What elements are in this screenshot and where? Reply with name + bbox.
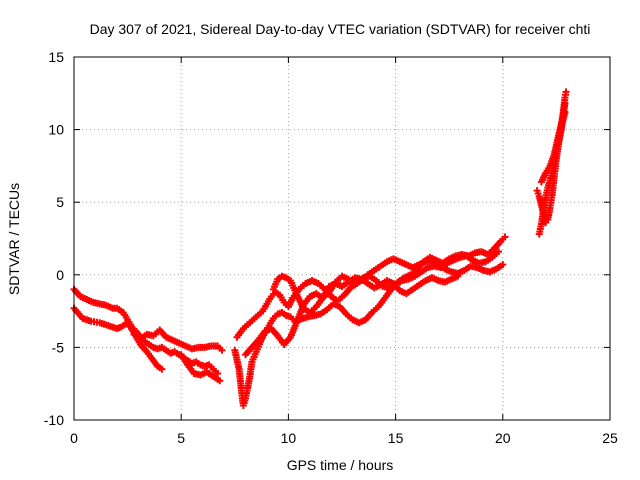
series-7 bbox=[242, 255, 507, 359]
x-tick-label: 25 bbox=[602, 430, 618, 446]
y-tick-label: 15 bbox=[48, 49, 64, 65]
x-tick-label: 15 bbox=[388, 430, 404, 446]
x-tick-label: 5 bbox=[177, 430, 185, 446]
series-8 bbox=[269, 272, 462, 317]
data-point bbox=[561, 99, 569, 107]
plot-frame bbox=[73, 56, 611, 421]
data-point bbox=[495, 248, 503, 256]
x-tick-label: 20 bbox=[495, 430, 511, 446]
series-3 bbox=[130, 326, 226, 354]
data-point bbox=[454, 272, 462, 280]
series-4 bbox=[177, 351, 224, 385]
series-1 bbox=[70, 285, 222, 378]
y-tick-label: -5 bbox=[52, 339, 65, 355]
axis-ticks: 0 5 10 15 20 25 -10 -5 0 5 10 15 bbox=[44, 49, 618, 446]
x-tick-label: 0 bbox=[70, 430, 78, 446]
y-tick-label: -10 bbox=[44, 412, 64, 428]
x-axis-label: GPS time / hours bbox=[287, 457, 394, 473]
data-point bbox=[158, 365, 166, 373]
series-6 bbox=[233, 248, 503, 341]
y-axis-label: SDTVAR / TECUs bbox=[6, 183, 22, 295]
data-point bbox=[501, 233, 509, 241]
y-tick-label: 10 bbox=[48, 122, 64, 138]
data-point bbox=[499, 261, 507, 269]
chart-title: Day 307 of 2021, Sidereal Day-to-day VTE… bbox=[90, 21, 591, 37]
series-11 bbox=[537, 99, 569, 186]
data-point bbox=[218, 346, 226, 354]
series-5 bbox=[231, 233, 509, 409]
data-point bbox=[216, 377, 224, 385]
y-tick-label: 0 bbox=[56, 267, 64, 283]
data-points bbox=[70, 88, 570, 409]
x-tick-label: 10 bbox=[281, 430, 297, 446]
y-tick-label: 5 bbox=[56, 194, 64, 210]
data-point bbox=[562, 88, 570, 96]
